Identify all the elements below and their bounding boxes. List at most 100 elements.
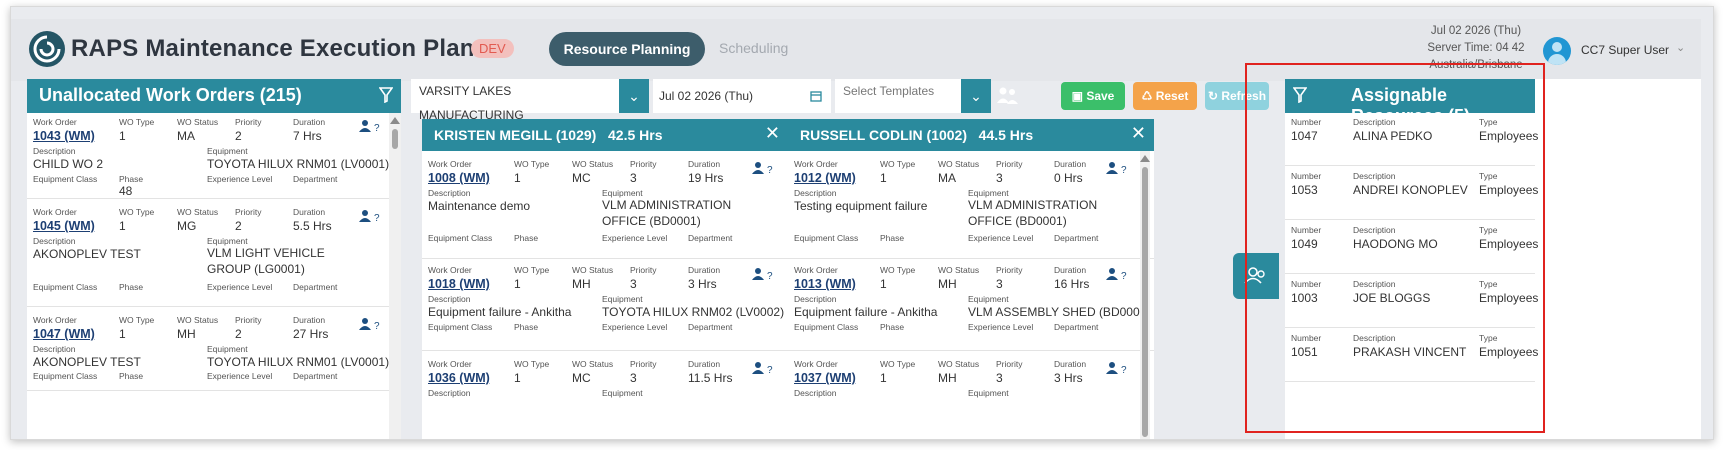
chevron-down-icon[interactable]: ⌄ xyxy=(961,79,991,113)
templates-select[interactable]: Select Templates xyxy=(835,79,961,113)
resource-row[interactable]: Number Description Type 1053 ANDREI KONO… xyxy=(1285,167,1539,220)
svg-text:?: ? xyxy=(1121,365,1127,375)
list-item[interactable]: Work Order WO Type WO Status Priority Du… xyxy=(27,311,389,391)
work-order-link[interactable]: 1045 (WM) xyxy=(33,219,95,233)
assign-person-icon[interactable]: ? xyxy=(752,267,774,281)
reset-button[interactable]: ♺ Reset xyxy=(1133,82,1197,110)
chevron-down-icon[interactable]: ⌄ xyxy=(1676,42,1686,54)
list-item[interactable]: Work Order WO Type WO Status Priority Du… xyxy=(788,355,1154,439)
label-type: Type xyxy=(1479,117,1498,127)
scroll-thumb[interactable] xyxy=(392,129,398,149)
label-number: Number xyxy=(1291,117,1322,127)
equipment-value: VLM ASSEMBLY SHED (BD0002) xyxy=(968,305,1151,319)
list-item[interactable]: Work Order WO Type WO Status Priority Du… xyxy=(422,261,788,351)
filter-icon[interactable] xyxy=(379,87,393,103)
label-description: Description xyxy=(428,294,471,304)
chevron-down-icon[interactable]: ⌄ xyxy=(619,79,649,113)
label-number: Number xyxy=(1291,333,1322,343)
work-order-link[interactable]: 1013 (WM) xyxy=(794,277,856,291)
tab-resource-planning[interactable]: Resource Planning xyxy=(549,32,705,66)
assign-person-icon[interactable]: ? xyxy=(1106,267,1128,281)
date-picker-input[interactable]: Jul 02 2026 (Thu) xyxy=(653,79,801,113)
assign-person-icon[interactable]: ? xyxy=(1106,161,1128,175)
label-description: Description xyxy=(1353,333,1396,343)
assign-person-icon[interactable]: ? xyxy=(1106,361,1128,375)
scroll-up-icon[interactable] xyxy=(390,117,400,124)
label-work-order: Work Order xyxy=(794,159,838,169)
assign-person-icon[interactable]: ? xyxy=(359,209,381,223)
work-order-link[interactable]: 1012 (WM) xyxy=(794,171,856,185)
wo-type-value: 1 xyxy=(119,327,126,341)
label-duration: Duration xyxy=(1054,159,1087,169)
refresh-button[interactable]: ↻ Refresh xyxy=(1205,82,1269,110)
calendar-icon[interactable] xyxy=(801,79,831,113)
scroll-up-icon[interactable] xyxy=(1140,155,1150,162)
label-work-order: Work Order xyxy=(33,315,77,325)
save-button[interactable]: ▣ Save xyxy=(1061,82,1125,110)
wo-type-value: 1 xyxy=(119,219,126,233)
label-description: Description xyxy=(1353,225,1396,235)
filter-icon[interactable] xyxy=(1293,87,1307,103)
user-avatar-icon[interactable] xyxy=(1543,37,1571,65)
resource-description: JOE BLOGGS xyxy=(1353,291,1431,305)
list-item[interactable]: Work Order WO Type WO Status Priority Du… xyxy=(788,155,1154,259)
resource-row[interactable]: Number Description Type 1049 HAODONG MO … xyxy=(1285,221,1538,274)
resource-name: RUSSELL CODLIN (1002) xyxy=(800,127,967,143)
list-item[interactable]: Work Order WO Type WO Status Priority Du… xyxy=(422,155,788,259)
user-name[interactable]: CC7 Super User xyxy=(1581,43,1670,57)
equipment-value: VLM LIGHT VEHICLE GROUP (LG0001) xyxy=(207,246,325,276)
server-timezone: Australia/Brisbane xyxy=(1429,59,1523,71)
save-icon: ▣ xyxy=(1071,89,1087,103)
priority-value: 2 xyxy=(235,327,242,341)
unallocated-scrollbar[interactable] xyxy=(389,113,401,439)
close-icon[interactable]: ✕ xyxy=(764,123,780,143)
label-equipment: Equipment xyxy=(602,188,643,198)
assign-person-icon[interactable]: ? xyxy=(752,161,774,175)
equipment-value: TOYOTA HILUX RNM01 (LV0001) xyxy=(207,157,390,171)
logo-icon xyxy=(29,31,65,67)
resource-type: Employees xyxy=(1479,183,1539,197)
tab-scheduling[interactable]: Scheduling xyxy=(719,40,789,56)
assign-person-icon[interactable]: ? xyxy=(752,361,774,375)
work-order-link[interactable]: 1047 (WM) xyxy=(33,327,95,341)
resource-scrollbar[interactable] xyxy=(1140,151,1150,439)
label-wo-type: WO Type xyxy=(119,117,155,127)
label-equipment-class: Equipment Class xyxy=(794,233,859,243)
resource-row[interactable]: Number Description Type 1051 PRAKASH VIN… xyxy=(1285,329,1538,382)
list-item[interactable]: Work Order WO Type WO Status Priority Du… xyxy=(788,261,1154,351)
work-order-link[interactable]: 1043 (WM) xyxy=(33,129,95,143)
assign-person-icon[interactable]: ? xyxy=(359,317,381,331)
resource-description: ANDREI KONOPLEV xyxy=(1353,183,1468,197)
site-select[interactable]: VARSITY LAKES MANUFACTURING xyxy=(411,79,619,122)
description-value: Equipment failure - Ankitha xyxy=(794,305,938,319)
assign-person-icon[interactable]: ? xyxy=(359,119,381,133)
label-description: Description xyxy=(428,388,471,398)
close-icon[interactable]: ✕ xyxy=(1130,123,1146,143)
label-duration: Duration xyxy=(688,359,721,369)
label-wo-type: WO Type xyxy=(514,159,550,169)
label-equipment: Equipment xyxy=(207,236,248,246)
label-phase: Phase xyxy=(119,371,144,381)
work-order-link[interactable]: 1018 (WM) xyxy=(428,277,490,291)
list-item[interactable]: Work Order WO Type WO Status Priority Du… xyxy=(27,203,389,307)
work-order-link[interactable]: 1008 (WM) xyxy=(428,171,490,185)
list-item[interactable]: Work Order WO Type WO Status Priority Du… xyxy=(27,113,389,199)
label-duration: Duration xyxy=(1054,359,1087,369)
label-equipment: Equipment xyxy=(968,388,1009,398)
planning-toolbar: VARSITY LAKES MANUFACTURING ⌄ Jul 02 202… xyxy=(411,79,1411,122)
assign-resources-toggle[interactable] xyxy=(1233,253,1279,299)
scroll-thumb[interactable] xyxy=(1142,167,1148,437)
assignable-resources-panel: Assignable Resources (5) Number Descript… xyxy=(1285,79,1701,439)
svg-text:?: ? xyxy=(1121,165,1127,175)
people-icon[interactable] xyxy=(995,83,1021,109)
resource-row[interactable]: Number Description Type 1003 JOE BLOGGS … xyxy=(1285,275,1538,328)
unallocated-work-orders-panel: Unallocated Work Orders (215) Work Order… xyxy=(27,79,401,439)
work-order-link[interactable]: 1037 (WM) xyxy=(794,371,856,385)
reset-label: Reset xyxy=(1155,89,1189,103)
list-item[interactable]: Work Order WO Type WO Status Priority Du… xyxy=(422,355,788,439)
wo-type-value: 1 xyxy=(514,371,521,385)
work-order-link[interactable]: 1036 (WM) xyxy=(428,371,490,385)
resource-row[interactable]: Number Description Type 1047 ALINA PEDKO… xyxy=(1285,113,1538,166)
label-priority: Priority xyxy=(996,265,1023,275)
label-priority: Priority xyxy=(235,207,262,217)
